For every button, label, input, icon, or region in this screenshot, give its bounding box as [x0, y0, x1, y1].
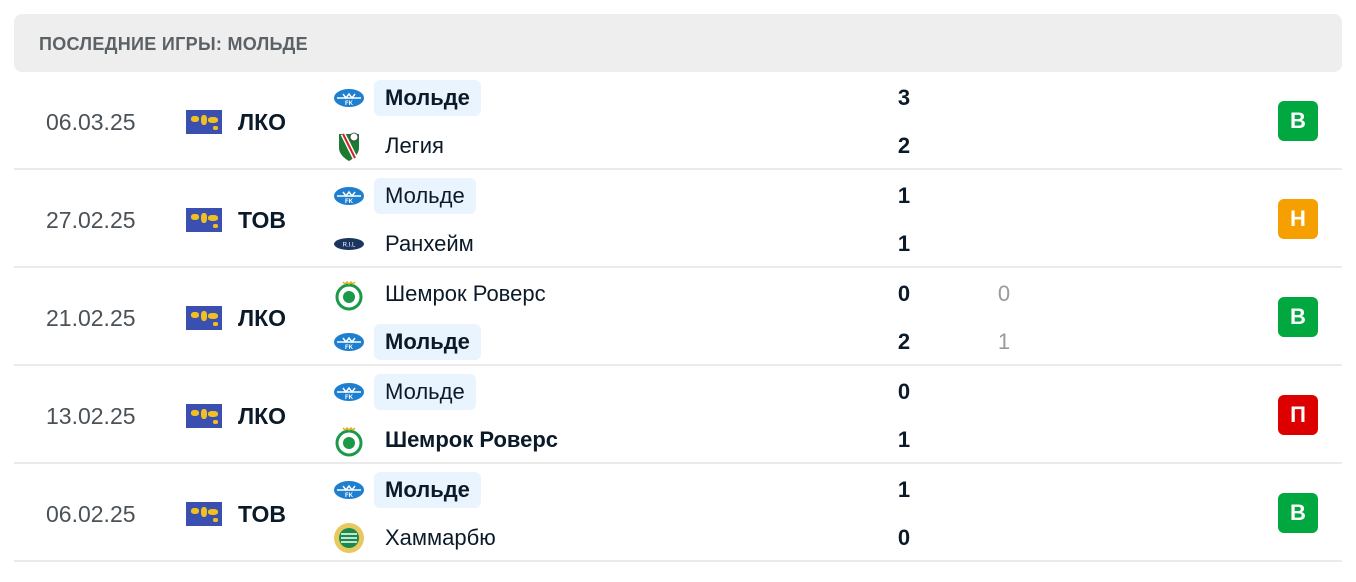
league-name: ЛКО — [238, 109, 287, 135]
team-name: Шемрок Роверс — [385, 427, 559, 452]
home-team[interactable]: FK Мольде — [332, 80, 481, 116]
home-team[interactable]: FK Мольде — [332, 178, 476, 214]
away-score: 1 — [897, 427, 911, 452]
away-score: 2 — [897, 133, 911, 158]
molde-logo-icon: FK — [332, 81, 366, 115]
league-name: ЛКО — [238, 403, 287, 429]
team-name: Мольде — [374, 472, 481, 508]
section-header: ПОСЛЕДНИЕ ИГРЫ: МОЛЬДЕ — [14, 14, 1342, 72]
match-row[interactable]: 21.02.25 ЛКО Шемрок Роверс 0 0 FK Мольде… — [14, 268, 1342, 366]
match-row[interactable]: 13.02.25 ЛКО FK Мольде 0 Шемрок Роверс 1… — [14, 366, 1342, 464]
match-row[interactable]: 06.02.25 ТОВ FK Мольде 1 Хаммарбю 0 В — [14, 464, 1342, 562]
molde-logo-icon: FK — [332, 179, 366, 213]
home-score: 1 — [897, 183, 911, 208]
molde-logo-icon: FK — [332, 473, 366, 507]
team-name: Легия — [385, 133, 444, 158]
match-date: 06.03.25 — [46, 109, 136, 135]
svg-text:FK: FK — [345, 395, 354, 401]
world-flag-icon — [186, 208, 222, 232]
world-flag-icon — [186, 404, 222, 428]
world-flag-icon — [186, 110, 222, 134]
league-name: ТОВ — [238, 501, 286, 527]
away-team[interactable]: R.I.L Ранхейм — [332, 226, 485, 262]
match-row[interactable]: 27.02.25 ТОВ FK Мольде 1 R.I.L Ранхейм 1… — [14, 170, 1342, 268]
away-team[interactable]: FK Мольде — [332, 324, 481, 360]
result-badge-draw: Н — [1278, 199, 1318, 239]
away-score: 1 — [897, 231, 911, 256]
team-name: Хаммарбю — [385, 525, 496, 550]
team-name: Мольде — [374, 324, 481, 360]
home-score: 3 — [897, 85, 911, 110]
shamrock-logo-icon — [332, 277, 366, 311]
svg-text:FK: FK — [345, 199, 354, 205]
home-score: 1 — [897, 477, 911, 502]
league-name: ТОВ — [238, 207, 286, 233]
molde-logo-icon: FK — [332, 325, 366, 359]
ranheim-logo-icon: R.I.L — [332, 227, 366, 261]
away-team[interactable]: Хаммарбю — [332, 520, 507, 556]
result-badge-win: В — [1278, 101, 1318, 141]
away-team[interactable]: Легия — [332, 128, 455, 164]
world-flag-icon — [186, 306, 222, 330]
home-score: 0 — [897, 379, 911, 404]
match-date: 06.02.25 — [46, 501, 136, 527]
home-score: 0 — [897, 281, 911, 306]
home-team[interactable]: Шемрок Роверс — [332, 276, 557, 312]
team-name: Ранхейм — [385, 231, 474, 256]
match-date: 13.02.25 — [46, 403, 136, 429]
svg-text:FK: FK — [345, 345, 354, 351]
legia-logo-icon — [332, 129, 366, 163]
team-name: Мольде — [374, 178, 476, 214]
away-team[interactable]: Шемрок Роверс — [332, 422, 569, 458]
hammarby-logo-icon — [332, 521, 366, 555]
molde-logo-icon: FK — [332, 375, 366, 409]
svg-text:FK: FK — [345, 493, 354, 499]
away-score: 2 — [897, 329, 911, 354]
result-badge-loss: П — [1278, 395, 1318, 435]
match-date: 21.02.25 — [46, 305, 136, 331]
match-row[interactable]: 06.03.25 ЛКО FK Мольде 3 Легия 2 В — [14, 72, 1342, 170]
section-title: ПОСЛЕДНИЕ ИГРЫ: МОЛЬДЕ — [39, 34, 308, 54]
team-name: Мольде — [374, 374, 476, 410]
league-name: ЛКО — [238, 305, 287, 331]
team-name: Мольде — [374, 80, 481, 116]
world-flag-icon — [186, 502, 222, 526]
result-badge-win: В — [1278, 297, 1318, 337]
svg-text:FK: FK — [345, 101, 354, 107]
home-team[interactable]: FK Мольде — [332, 472, 481, 508]
shamrock-logo-icon — [332, 423, 366, 457]
home-aggregate-score: 0 — [997, 281, 1011, 306]
away-aggregate-score: 1 — [997, 329, 1011, 354]
team-name: Шемрок Роверс — [385, 281, 546, 306]
away-score: 0 — [897, 525, 911, 550]
match-date: 27.02.25 — [46, 207, 136, 233]
svg-text:R.I.L: R.I.L — [343, 243, 356, 249]
result-badge-win: В — [1278, 493, 1318, 533]
home-team[interactable]: FK Мольде — [332, 374, 476, 410]
